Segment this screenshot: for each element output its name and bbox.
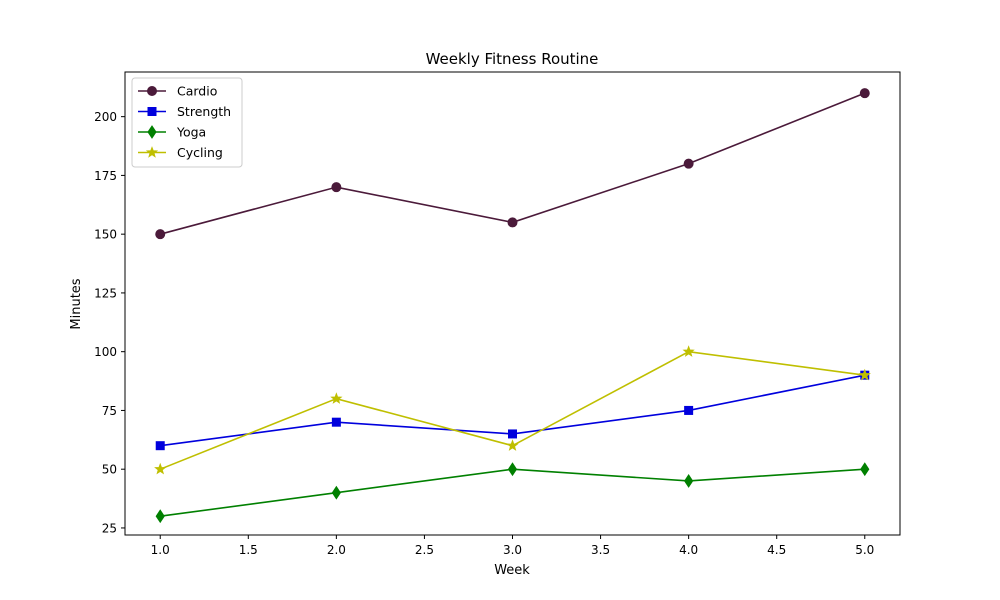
x-axis: 1.0 1.5 2.0 2.5 3.0 3.5 4.0 4.5 5.0: [151, 535, 874, 557]
data-point-strength: [155, 441, 165, 451]
legend-marker: [147, 86, 157, 96]
data-point-strength: [331, 417, 341, 427]
data-point-cycling: [154, 462, 167, 475]
x-tick-label: 3.5: [591, 543, 610, 557]
data-point-cycling: [858, 368, 871, 381]
data-point-yoga: [507, 462, 518, 477]
series-line-cycling: [159, 350, 865, 470]
series-strength: [155, 370, 870, 451]
legend-label: Cardio: [177, 84, 217, 99]
series-group: [154, 88, 871, 524]
legend-item-cardio: Cardio: [138, 84, 217, 99]
data-point-yoga: [155, 509, 165, 524]
y-tick-label: 25: [102, 521, 117, 535]
legend-item-cycling: Cycling: [138, 145, 223, 160]
legend-box: [131, 77, 243, 168]
legend-label: Strength: [177, 104, 231, 119]
legend-marker: [145, 146, 159, 158]
legend: Cardio Strength Yoga Cycling: [131, 77, 243, 168]
data-point-cardio: [155, 229, 166, 240]
series-line-cardio: [160, 92, 866, 235]
data-point-cardio: [507, 217, 518, 228]
data-point-cycling: [330, 392, 343, 404]
legend-label: Cycling: [177, 145, 223, 160]
x-tick-label: 2.0: [327, 543, 346, 557]
legend-marker: [147, 107, 157, 116]
x-tick-label: 4.0: [679, 543, 698, 557]
x-tick-label: 1.0: [151, 543, 170, 557]
data-point-yoga: [684, 474, 694, 488]
y-tick-label: 50: [102, 463, 117, 477]
y-tick-label: 175: [94, 169, 117, 183]
legend-item-strength: Strength: [138, 104, 231, 119]
x-tick-label: 1.5: [239, 543, 258, 557]
y-tick-label: 100: [94, 345, 117, 359]
x-tick-label: 5.0: [855, 543, 874, 557]
data-point-cycling: [682, 345, 695, 357]
data-point-yoga: [860, 462, 870, 477]
y-tick-label: 75: [102, 404, 117, 418]
legend-item-yoga: Yoga: [138, 125, 206, 140]
chart-title: Weekly Fitness Routine: [426, 50, 599, 68]
x-tick-label: 3.0: [503, 543, 522, 557]
y-axis-label: Minutes: [69, 278, 84, 329]
data-point-cardio: [859, 88, 870, 99]
x-axis-label: Week: [494, 563, 530, 578]
legend-marker: [147, 125, 157, 139]
series-cycling: [154, 345, 871, 475]
data-point-yoga: [331, 485, 341, 500]
data-point-cardio: [683, 158, 694, 169]
data-point-strength: [508, 429, 517, 439]
data-point-cardio: [331, 182, 342, 193]
series-yoga: [155, 462, 870, 524]
x-tick-label: 4.5: [767, 543, 786, 557]
y-axis: 25 50 75 100 125 150 175 200: [94, 110, 125, 535]
data-point-cycling: [506, 439, 519, 451]
y-tick-label: 150: [94, 228, 117, 242]
series-line-yoga: [160, 468, 865, 517]
y-tick-label: 125: [94, 286, 117, 300]
data-point-strength: [684, 405, 694, 415]
legend-label: Yoga: [176, 125, 206, 140]
series-cardio: [155, 88, 870, 240]
x-tick-label: 2.5: [415, 543, 434, 557]
y-tick-label: 200: [94, 110, 117, 124]
